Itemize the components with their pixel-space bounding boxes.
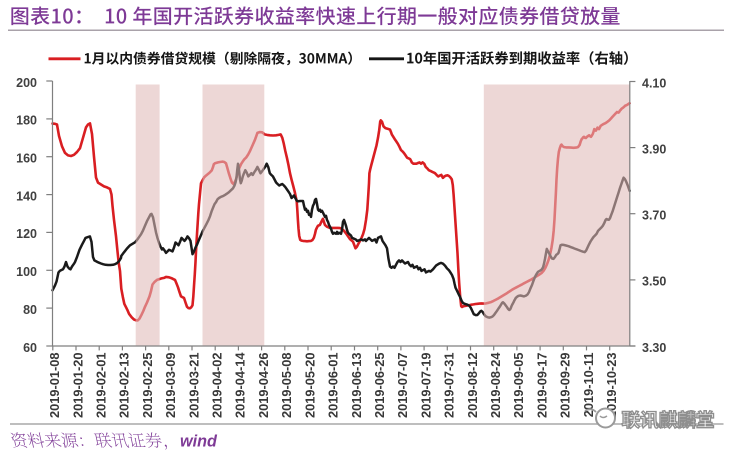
svg-text:2019-05-08: 2019-05-08 (279, 353, 294, 418)
svg-text:140: 140 (16, 189, 37, 203)
svg-text:2019-01-20: 2019-01-20 (70, 353, 85, 418)
svg-text:3.30: 3.30 (642, 341, 666, 355)
svg-text:2019-08-24: 2019-08-24 (488, 352, 503, 418)
svg-text:2019-02-25: 2019-02-25 (140, 353, 155, 418)
svg-text:2019-02-13: 2019-02-13 (117, 353, 132, 418)
svg-text:2019-05-20: 2019-05-20 (302, 353, 317, 418)
svg-text:2019-09-29: 2019-09-29 (558, 353, 573, 418)
svg-text:2019-03-21: 2019-03-21 (186, 353, 201, 418)
svg-text:2019-07-31: 2019-07-31 (442, 352, 457, 417)
svg-text:wind: wind (180, 433, 218, 451)
svg-text:2019-06-13: 2019-06-13 (349, 353, 364, 418)
svg-text:180: 180 (16, 114, 37, 128)
svg-text:2019-07-19: 2019-07-19 (418, 353, 433, 418)
svg-text:200: 200 (16, 76, 37, 90)
svg-text:2019-06-25: 2019-06-25 (372, 353, 387, 418)
svg-text:4.10: 4.10 (642, 76, 666, 90)
svg-text:2019-01-08: 2019-01-08 (47, 353, 62, 418)
svg-text:2019-10-11: 2019-10-11 (581, 353, 596, 418)
svg-text:2019-09-05: 2019-09-05 (511, 353, 526, 418)
svg-text:80: 80 (23, 303, 37, 317)
svg-text:2019-08-12: 2019-08-12 (465, 353, 480, 418)
svg-text:120: 120 (16, 227, 37, 241)
svg-text:3.50: 3.50 (642, 275, 666, 289)
svg-text:2019-04-26: 2019-04-26 (256, 353, 271, 418)
svg-text:2019-04-02: 2019-04-02 (210, 353, 225, 418)
svg-text:3.90: 3.90 (642, 142, 666, 156)
svg-text:2019-03-09: 2019-03-09 (163, 353, 178, 418)
svg-text:100: 100 (16, 265, 37, 279)
svg-text:2019-02-01: 2019-02-01 (94, 353, 109, 418)
svg-text:3.70: 3.70 (642, 209, 666, 223)
svg-text:2019-10-23: 2019-10-23 (604, 353, 619, 418)
svg-text:2019-07-07: 2019-07-07 (395, 353, 410, 418)
svg-text:2019-06-01: 2019-06-01 (326, 353, 341, 418)
svg-text:60: 60 (23, 341, 37, 355)
svg-text:160: 160 (16, 152, 37, 166)
svg-text:2019-04-14: 2019-04-14 (233, 352, 248, 418)
svg-text:2019-09-17: 2019-09-17 (534, 353, 549, 418)
